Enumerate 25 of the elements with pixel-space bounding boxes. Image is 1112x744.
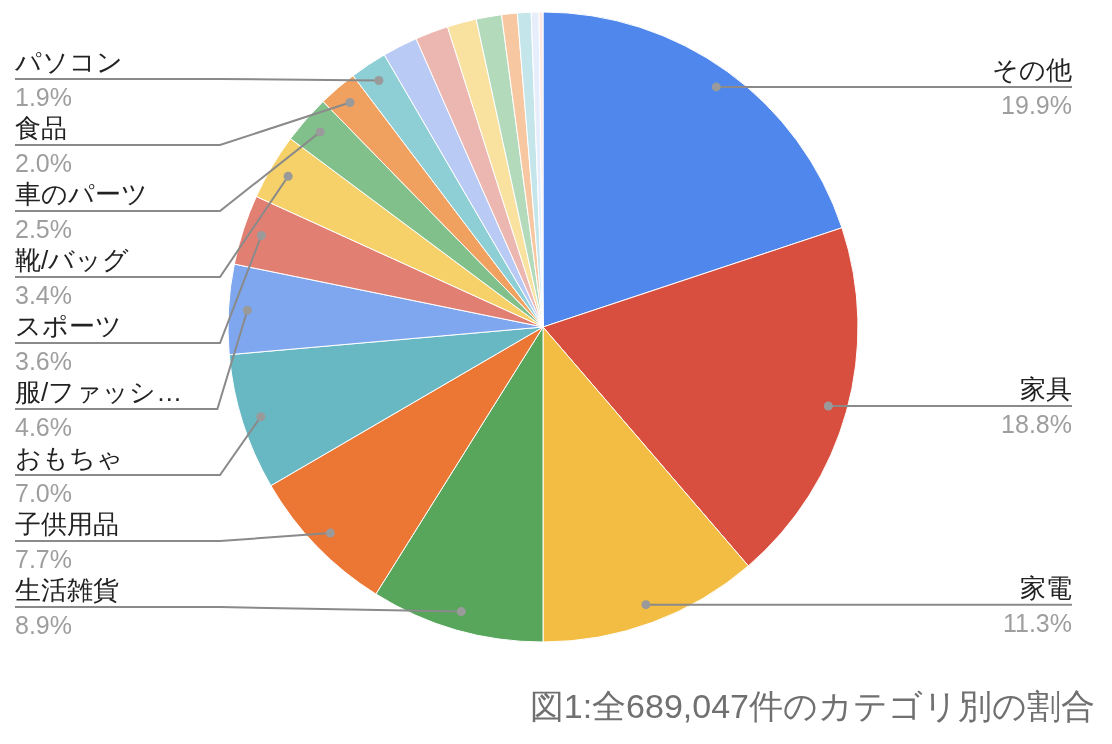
- data-label: 1.9%: [15, 83, 72, 111]
- data-label: 7.7%: [15, 545, 72, 573]
- slice-label: パソコン: [14, 47, 123, 77]
- data-label: 19.9%: [1001, 90, 1072, 119]
- slice-label: 車のパーツ: [15, 179, 148, 209]
- data-label: 3.4%: [15, 281, 72, 309]
- slice-label: 靴/バッグ: [15, 245, 130, 275]
- data-label: 2.0%: [15, 149, 72, 177]
- data-label: 4.6%: [15, 413, 72, 441]
- slice-label: 家具: [1020, 374, 1072, 405]
- data-label: 11.3%: [1002, 608, 1072, 637]
- slice-label: スポーツ: [15, 311, 122, 341]
- slice-label: 家電: [1020, 572, 1072, 603]
- slice-label: 子供用品: [15, 509, 119, 539]
- slice-label: その他: [992, 54, 1072, 85]
- slice-label: 食品: [15, 113, 67, 143]
- slice-label: 服/ファッシ…: [15, 377, 183, 407]
- data-label: 8.9%: [15, 611, 72, 639]
- slice-label: 生活雑貨: [15, 575, 119, 605]
- slice-label: おもちゃ: [15, 443, 123, 473]
- data-label: 2.5%: [15, 215, 72, 243]
- caption: 図1:全689,047件のカテゴリ別の割合: [529, 687, 1095, 725]
- data-label: 3.6%: [15, 347, 72, 375]
- data-label: 7.0%: [15, 479, 72, 507]
- data-label: 18.8%: [1001, 410, 1072, 439]
